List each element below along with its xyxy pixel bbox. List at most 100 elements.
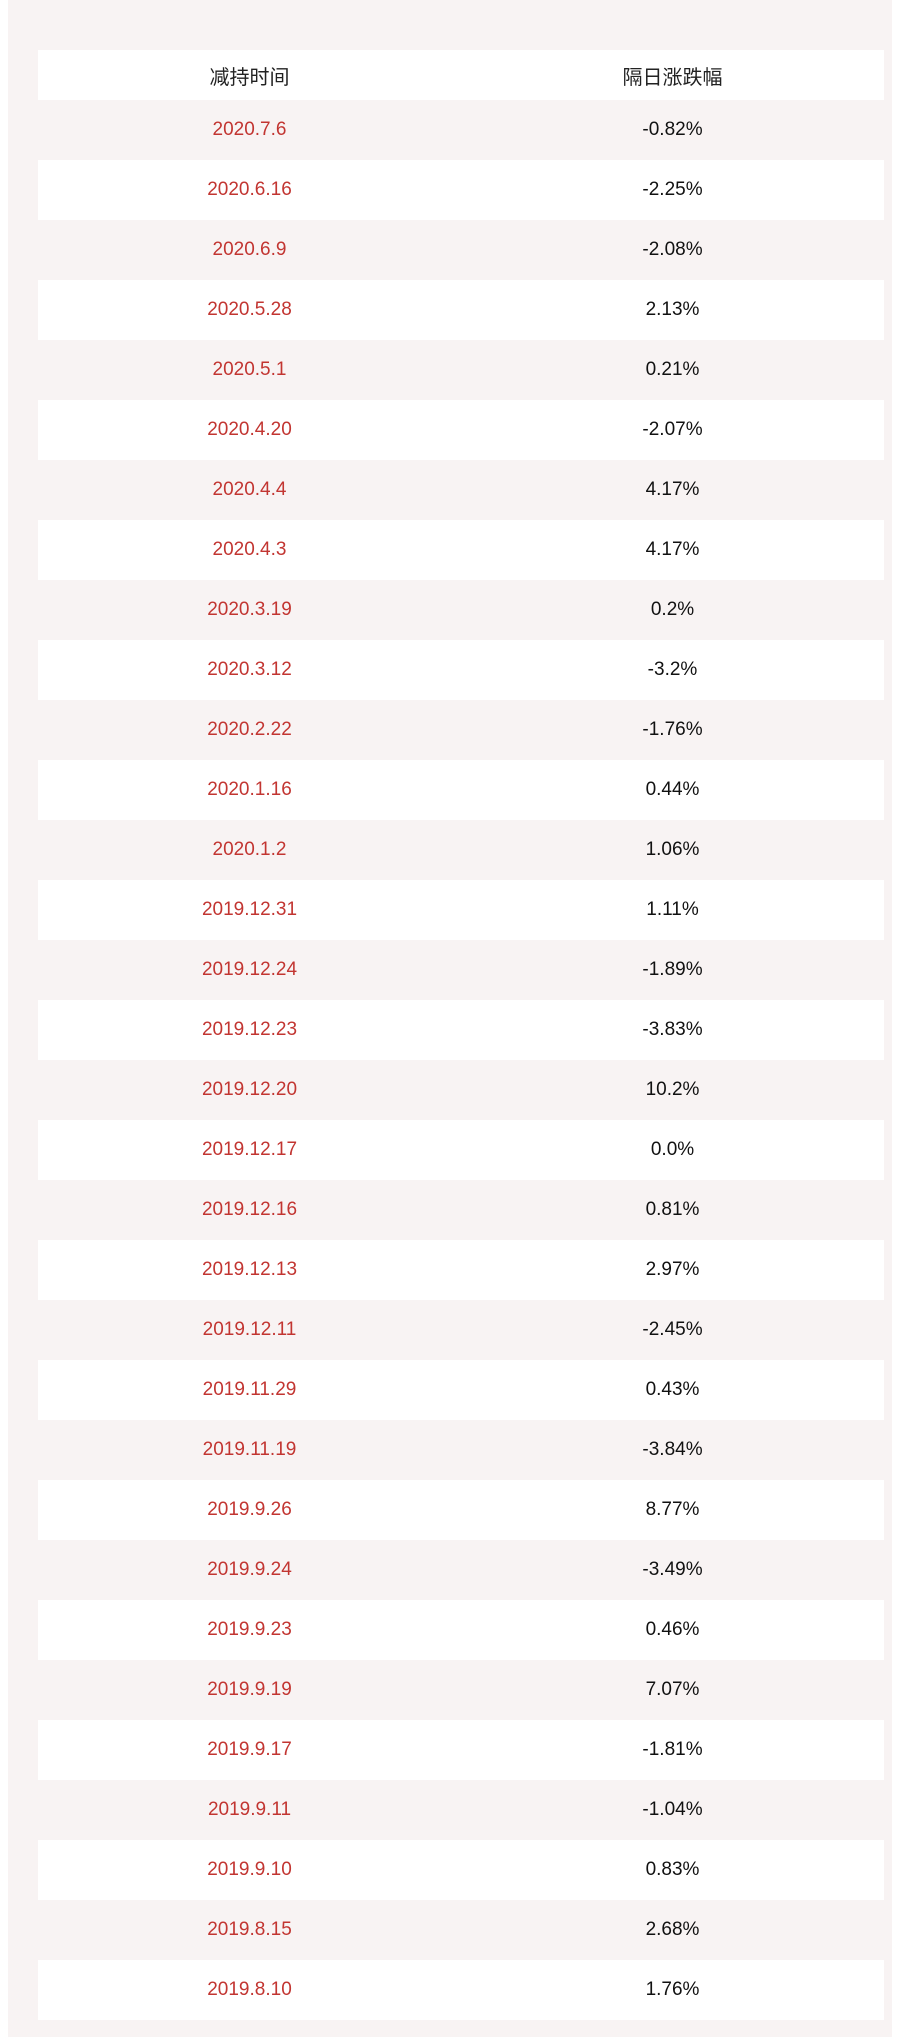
table-row: 2019.12.11 -2.45% xyxy=(38,1300,884,1360)
next-day-change-cell: 2.97% xyxy=(645,1259,700,1280)
reduction-date-cell: 2020.3.19 xyxy=(207,599,292,620)
table-row: 2019.12.20 10.2% xyxy=(38,1060,884,1120)
reduction-date-cell: 2020.6.9 xyxy=(212,239,287,260)
next-day-change-cell: 1.06% xyxy=(645,839,700,860)
next-day-change-cell: 4.17% xyxy=(645,539,700,560)
next-day-change-cell: 1.76% xyxy=(645,1979,700,2000)
table-row: 2019.11.29 0.43% xyxy=(38,1360,884,1420)
reduction-date-cell: 2019.9.10 xyxy=(207,1859,292,1880)
reduction-date-cell: 2020.2.22 xyxy=(207,719,292,740)
table-row: 2019.12.16 0.81% xyxy=(38,1180,884,1240)
table-row: 2020.5.28 2.13% xyxy=(38,280,884,340)
table-header-row: 减持时间 隔日涨跌幅 xyxy=(38,50,884,100)
table-body: 2020.7.6 -0.82% 2020.6.16 -2.25% 2020.6.9 -2.… xyxy=(38,100,884,2020)
table-row: 2020.4.4 4.17% xyxy=(38,460,884,520)
table-row: 2019.9.17 -1.81% xyxy=(38,1720,884,1780)
reduction-date-cell: 2019.9.19 xyxy=(207,1679,292,1700)
reduction-date-cell: 2020.5.28 xyxy=(207,299,292,320)
next-day-change-cell: 0.21% xyxy=(645,359,700,380)
table-row: 2020.3.12 -3.2% xyxy=(38,640,884,700)
next-day-change-cell: 2.68% xyxy=(645,1919,700,1940)
reduction-date-cell: 2019.9.17 xyxy=(207,1739,292,1760)
reduction-date-cell: 2019.12.11 xyxy=(202,1319,297,1340)
table-row: 2019.12.23 -3.83% xyxy=(38,1000,884,1060)
next-day-change-cell: -0.82% xyxy=(642,119,703,140)
next-day-change-cell: 7.07% xyxy=(645,1679,700,1700)
next-day-change-cell: -3.83% xyxy=(642,1019,703,1040)
reduction-date-cell: 2020.7.6 xyxy=(212,119,287,140)
table-row: 2019.11.19 -3.84% xyxy=(38,1420,884,1480)
next-day-change-cell: 0.2% xyxy=(650,599,695,620)
next-day-change-cell: -1.76% xyxy=(642,719,703,740)
reduction-date-cell: 2019.12.13 xyxy=(201,1259,298,1280)
next-day-change-cell: -3.2% xyxy=(647,659,698,680)
reduction-table: 减持时间 隔日涨跌幅 2020.7.6 -0.82% 2020.6.16 -2.25%… xyxy=(38,50,884,2020)
reduction-date-cell: 2019.12.16 xyxy=(201,1199,298,1220)
table-row: 2019.12.13 2.97% xyxy=(38,1240,884,1300)
reduction-date-cell: 2020.3.12 xyxy=(207,659,292,680)
next-day-change-cell: -1.89% xyxy=(642,959,703,980)
next-day-change-cell: 8.77% xyxy=(645,1499,700,1520)
table-row: 2020.3.19 0.2% xyxy=(38,580,884,640)
next-day-change-cell: -2.25% xyxy=(642,179,703,200)
table-row: 2020.6.9 -2.08% xyxy=(38,220,884,280)
table-row: 2020.2.22 -1.76% xyxy=(38,700,884,760)
next-day-change-cell: 10.2% xyxy=(645,1079,700,1100)
reduction-date-cell: 2019.11.29 xyxy=(202,1379,297,1400)
next-day-change-cell: -3.84% xyxy=(642,1439,703,1460)
content-panel: 减持时间 隔日涨跌幅 2020.7.6 -0.82% 2020.6.16 -2.25%… xyxy=(8,0,892,2037)
next-day-change-cell: -1.04% xyxy=(642,1799,703,1820)
next-day-change-cell: 0.83% xyxy=(645,1859,700,1880)
reduction-date-cell: 2019.8.15 xyxy=(207,1919,292,1940)
header-reduction-time: 减持时间 xyxy=(209,66,290,89)
reduction-date-cell: 2020.5.1 xyxy=(212,359,287,380)
reduction-date-cell: 2020.6.16 xyxy=(207,179,292,200)
table-row: 2019.9.11 -1.04% xyxy=(38,1780,884,1840)
reduction-date-cell: 2019.9.23 xyxy=(207,1619,292,1640)
header-next-day-change: 隔日涨跌幅 xyxy=(622,66,723,89)
reduction-date-cell: 2019.12.20 xyxy=(201,1079,298,1100)
next-day-change-cell: -2.07% xyxy=(642,419,703,440)
reduction-date-cell: 2020.1.2 xyxy=(212,839,287,860)
next-day-change-cell: 0.0% xyxy=(650,1139,695,1160)
reduction-date-cell: 2019.12.17 xyxy=(201,1139,298,1160)
next-day-change-cell: -2.08% xyxy=(642,239,703,260)
table-row: 2019.9.26 8.77% xyxy=(38,1480,884,1540)
reduction-date-cell: 2020.4.20 xyxy=(207,419,292,440)
table-row: 2020.1.2 1.06% xyxy=(38,820,884,880)
reduction-date-cell: 2019.8.10 xyxy=(207,1979,292,2000)
next-day-change-cell: 0.44% xyxy=(645,779,700,800)
next-day-change-cell: 1.11% xyxy=(646,899,699,920)
next-day-change-cell: 0.46% xyxy=(645,1619,700,1640)
table-row: 2020.4.20 -2.07% xyxy=(38,400,884,460)
next-day-change-cell: 0.81% xyxy=(645,1199,700,1220)
table-row: 2020.5.1 0.21% xyxy=(38,340,884,400)
table-row: 2019.9.23 0.46% xyxy=(38,1600,884,1660)
table-row: 2020.6.16 -2.25% xyxy=(38,160,884,220)
table-row: 2019.8.15 2.68% xyxy=(38,1900,884,1960)
reduction-date-cell: 2019.11.19 xyxy=(202,1439,297,1460)
reduction-date-cell: 2020.4.4 xyxy=(212,479,287,500)
next-day-change-cell: 0.43% xyxy=(645,1379,700,1400)
table-row: 2020.4.3 4.17% xyxy=(38,520,884,580)
table-row: 2019.9.24 -3.49% xyxy=(38,1540,884,1600)
next-day-change-cell: 4.17% xyxy=(645,479,700,500)
reduction-date-cell: 2020.1.16 xyxy=(207,779,292,800)
next-day-change-cell: -2.45% xyxy=(642,1319,703,1340)
reduction-date-cell: 2019.12.23 xyxy=(201,1019,298,1040)
table-row: 2019.12.31 1.11% xyxy=(38,880,884,940)
reduction-date-cell: 2019.12.31 xyxy=(201,899,298,920)
next-day-change-cell: -1.81% xyxy=(642,1739,703,1760)
table-row: 2019.12.24 -1.89% xyxy=(38,940,884,1000)
table-row: 2019.12.17 0.0% xyxy=(38,1120,884,1180)
reduction-date-cell: 2019.9.24 xyxy=(207,1559,292,1580)
table-row: 2020.7.6 -0.82% xyxy=(38,100,884,160)
reduction-date-cell: 2019.9.26 xyxy=(207,1499,292,1520)
next-day-change-cell: 2.13% xyxy=(645,299,700,320)
reduction-date-cell: 2020.4.3 xyxy=(212,539,287,560)
reduction-date-cell: 2019.9.11 xyxy=(207,1799,292,1820)
reduction-date-cell: 2019.12.24 xyxy=(201,959,298,980)
table-row: 2020.1.16 0.44% xyxy=(38,760,884,820)
table-row: 2019.9.10 0.83% xyxy=(38,1840,884,1900)
table-row: 2019.9.19 7.07% xyxy=(38,1660,884,1720)
